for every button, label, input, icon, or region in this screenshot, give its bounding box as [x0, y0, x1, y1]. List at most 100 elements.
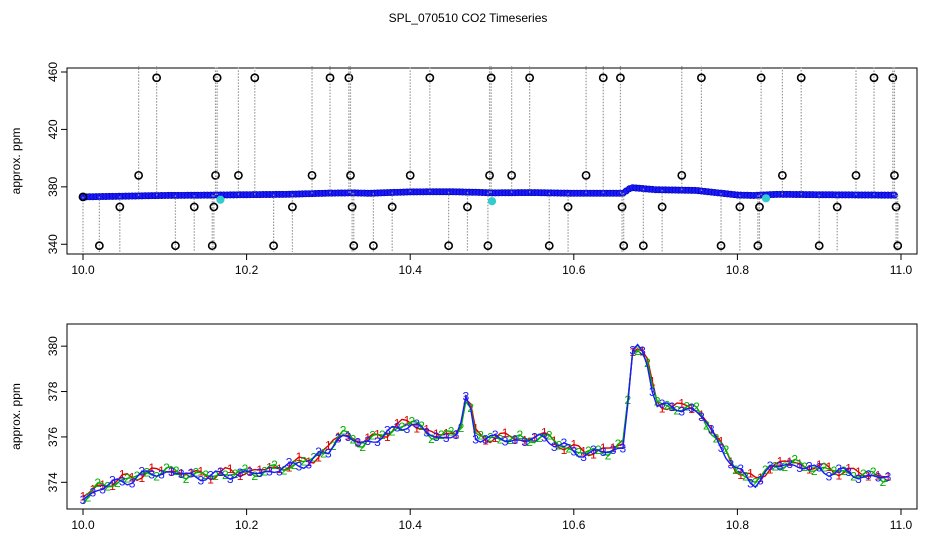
- outlier-point: [851, 170, 861, 180]
- outlier-point: [344, 73, 354, 83]
- series-marker-1: 1: [247, 464, 254, 478]
- outlier-point: [756, 73, 766, 83]
- x-tick-label: 10.4: [399, 263, 423, 277]
- series-marker-3: 3: [119, 475, 126, 489]
- series-marker-3: 3: [217, 465, 224, 479]
- series-marker-2: 2: [723, 443, 730, 457]
- series-marker-3: 3: [698, 410, 705, 424]
- series-marker-3: 3: [747, 476, 754, 490]
- series-marker-2: 2: [860, 467, 867, 481]
- series-marker-2: 2: [271, 458, 278, 472]
- series-marker-3: 3: [256, 466, 263, 480]
- series-marker-2: 2: [114, 476, 121, 490]
- series-marker-2: 2: [291, 458, 298, 472]
- series-marker-3: 3: [777, 460, 784, 474]
- outlier-point: [346, 170, 355, 180]
- series-marker-2: 2: [124, 471, 131, 485]
- series-marker-2: 2: [301, 454, 308, 468]
- series-marker-1: 1: [845, 462, 852, 476]
- series-marker-3: 3: [767, 459, 774, 473]
- series-marker-3: 3: [570, 445, 577, 459]
- series-marker-1: 1: [227, 462, 234, 476]
- series-marker-2: 2: [369, 428, 376, 442]
- series-marker-2: 2: [251, 469, 258, 483]
- series-marker-3: 3: [580, 450, 587, 464]
- series-marker-1: 1: [502, 426, 509, 440]
- series-marker-2: 2: [418, 419, 425, 433]
- series-marker-1: 1: [885, 470, 892, 484]
- outlier-point: [755, 202, 764, 212]
- series-marker-1: 1: [855, 465, 862, 479]
- series-marker-3: 3: [168, 465, 175, 479]
- series-marker-3: 3: [188, 467, 195, 481]
- series-marker-2: 2: [732, 463, 739, 477]
- flag-point: [761, 194, 771, 203]
- series-marker-1: 1: [139, 471, 146, 485]
- series-marker-3: 3: [629, 343, 636, 357]
- outlier-point: [368, 241, 378, 251]
- series-marker-1: 1: [521, 433, 528, 447]
- series-marker-3: 3: [99, 482, 106, 496]
- series-marker-3: 3: [394, 420, 401, 434]
- series-marker-2: 2: [831, 464, 838, 478]
- series-marker-1: 1: [286, 460, 293, 474]
- series-marker-1: 1: [443, 427, 450, 441]
- figure-title: SPL_070510 CO2 Timeseries: [389, 11, 548, 25]
- series-marker-3: 3: [364, 434, 371, 448]
- series-marker-3: 3: [109, 474, 116, 488]
- series-marker-1: 1: [610, 441, 617, 455]
- series-marker-1: 1: [590, 447, 597, 461]
- series-marker-3: 3: [197, 474, 204, 488]
- series-marker-2: 2: [94, 476, 101, 490]
- outlier-point: [212, 73, 222, 83]
- y-tick-label: 374: [46, 472, 60, 492]
- outlier-point: [616, 73, 625, 83]
- x-tick-label: 10.2: [235, 263, 259, 277]
- outlier-point: [832, 202, 842, 212]
- series-marker-3: 3: [649, 385, 656, 399]
- outlier-point: [716, 241, 726, 251]
- series-marker-2: 2: [143, 466, 150, 480]
- series-marker-1: 1: [237, 469, 244, 483]
- x-tick-label: 10.0: [71, 263, 95, 277]
- x-tick-label: 10.0: [71, 518, 95, 532]
- series-marker-3: 3: [865, 468, 872, 482]
- series-marker-3: 3: [688, 401, 695, 415]
- series-marker-3: 3: [561, 436, 568, 450]
- series-marker-3: 3: [482, 432, 489, 446]
- outlier-point: [444, 241, 454, 251]
- series-marker-1: 1: [266, 461, 273, 475]
- series-marker-2: 2: [752, 475, 759, 489]
- series-marker-3: 3: [443, 431, 450, 445]
- y-tick-label: 380: [46, 177, 60, 197]
- outlier-point: [697, 73, 706, 83]
- series-marker-1: 1: [826, 460, 833, 474]
- series-marker-1: 1: [433, 427, 440, 441]
- series-marker-3: 3: [678, 405, 685, 419]
- outlier-point: [94, 241, 104, 251]
- series-marker-3: 3: [845, 465, 852, 479]
- outlier-point: [189, 202, 199, 212]
- series-marker-3: 3: [384, 424, 391, 438]
- series-marker-2: 2: [212, 469, 219, 483]
- outlier-point: [753, 241, 763, 251]
- series-marker-1: 1: [404, 413, 411, 427]
- series-marker-3: 3: [462, 390, 469, 404]
- series-marker-2: 2: [85, 491, 92, 505]
- series-marker-1: 1: [168, 464, 175, 478]
- series-marker-2: 2: [163, 461, 170, 475]
- series-marker-1: 1: [148, 461, 155, 475]
- series-marker-1: 1: [678, 397, 685, 411]
- series-marker-3: 3: [207, 468, 214, 482]
- outlier-point: [486, 73, 496, 83]
- series-marker-2: 2: [477, 429, 484, 443]
- series-marker-1: 1: [158, 464, 165, 478]
- series-marker-1: 1: [423, 423, 430, 437]
- series-marker-3: 3: [247, 465, 254, 479]
- outlier-point: [325, 73, 335, 83]
- series-marker-3: 3: [237, 466, 244, 480]
- series-marker-1: 1: [305, 455, 312, 469]
- series-marker-1: 1: [325, 439, 332, 453]
- series-marker-2: 2: [242, 462, 249, 476]
- outlier-point: [463, 202, 472, 212]
